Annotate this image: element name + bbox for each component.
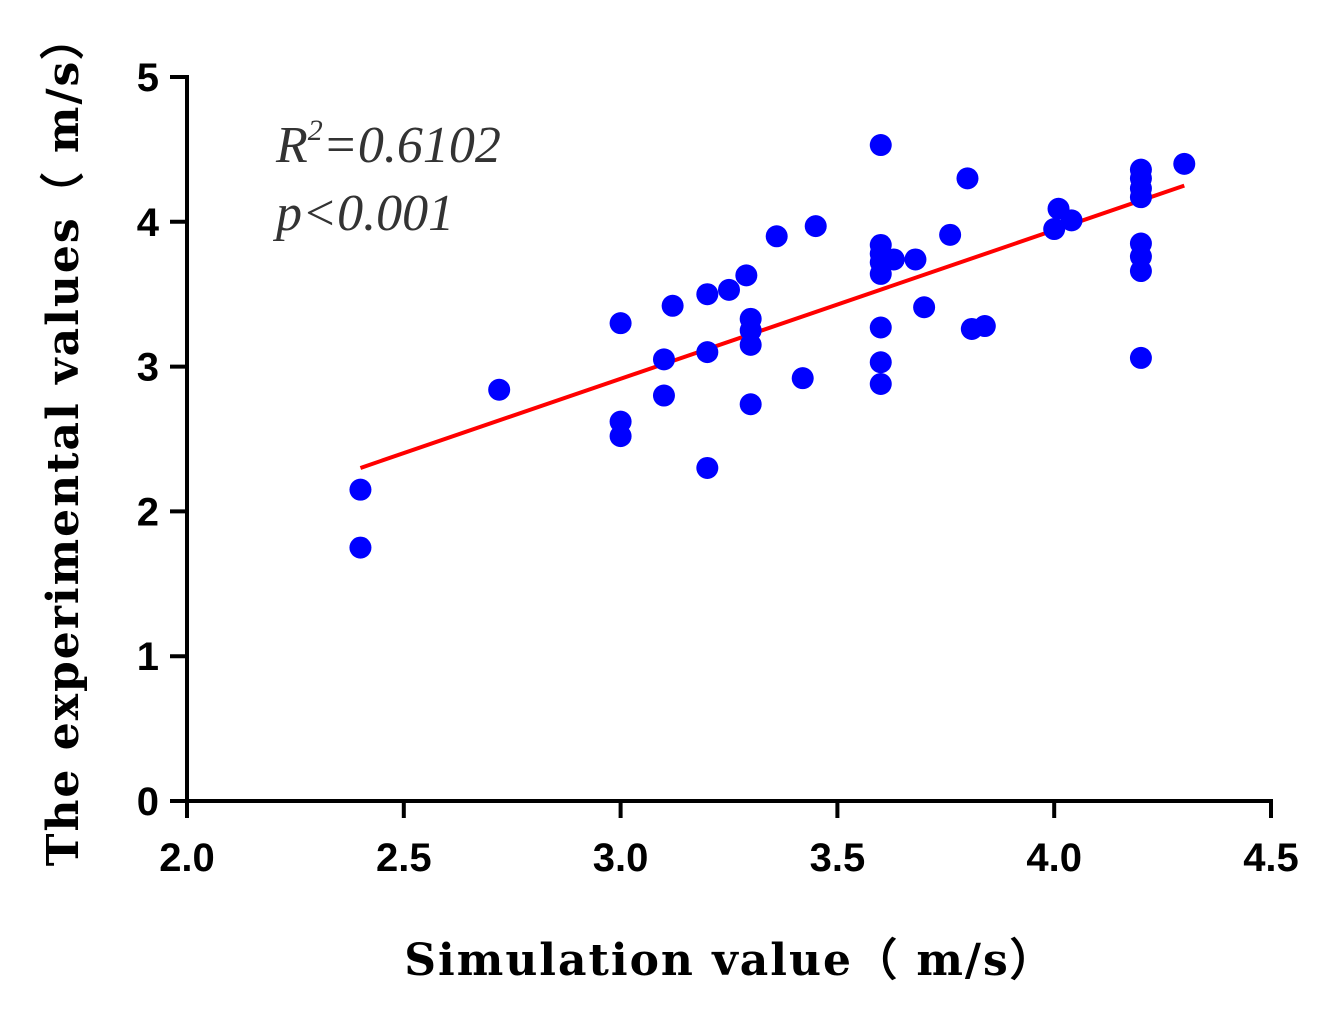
x-tick-label: 3.5 bbox=[810, 836, 866, 880]
data-point bbox=[661, 294, 684, 317]
data-point bbox=[765, 225, 788, 248]
x-tick-label: 4.0 bbox=[1026, 836, 1082, 880]
data-point bbox=[913, 296, 936, 319]
data-point bbox=[739, 393, 762, 416]
x-tick-label: 2.5 bbox=[376, 836, 432, 880]
x-tick-label: 2.0 bbox=[159, 836, 215, 880]
data-point bbox=[904, 248, 927, 271]
x-tick-label: 4.5 bbox=[1243, 836, 1299, 880]
y-tick-label: 4 bbox=[137, 201, 160, 245]
data-point bbox=[696, 341, 719, 364]
data-point bbox=[1173, 152, 1196, 175]
y-tick-label: 3 bbox=[137, 346, 159, 390]
data-point bbox=[696, 283, 719, 306]
data-point bbox=[696, 456, 719, 479]
data-point bbox=[973, 315, 996, 338]
data-point bbox=[869, 262, 892, 285]
data-point bbox=[735, 264, 758, 287]
plot-area bbox=[349, 134, 1196, 559]
y-axis-title: The experimental values（ m/s） bbox=[38, 14, 89, 867]
data-point bbox=[804, 215, 827, 238]
data-point bbox=[869, 134, 892, 157]
data-point bbox=[1043, 218, 1066, 241]
r-symbol: R bbox=[275, 117, 308, 174]
x-tick-label: 3.0 bbox=[593, 836, 649, 880]
data-point bbox=[869, 351, 892, 374]
data-point bbox=[349, 478, 372, 501]
x-axis-title: Simulation value（ m/s） bbox=[404, 935, 1055, 986]
data-point bbox=[652, 348, 675, 371]
y-tick-label: 0 bbox=[137, 780, 159, 824]
data-point bbox=[1129, 260, 1152, 283]
data-point bbox=[609, 312, 632, 335]
data-point bbox=[652, 384, 675, 407]
data-point bbox=[956, 167, 979, 190]
r-exponent: 2 bbox=[308, 114, 323, 147]
data-point bbox=[349, 536, 372, 559]
data-point bbox=[882, 248, 905, 271]
r-squared-annotation: R2=0.6102 bbox=[275, 114, 501, 174]
y-tick-label: 1 bbox=[137, 635, 159, 679]
data-point bbox=[869, 316, 892, 339]
r-squared-value: =0.6102 bbox=[323, 117, 501, 174]
data-point bbox=[488, 378, 511, 401]
data-point bbox=[1129, 346, 1152, 369]
data-point bbox=[739, 333, 762, 356]
data-point bbox=[718, 278, 740, 301]
data-point bbox=[791, 367, 814, 390]
data-point bbox=[1129, 186, 1152, 209]
axes: 0 1 2 3 4 5 2.0 2.5 3.0 3.5 4.0 4.5 bbox=[137, 56, 1299, 880]
data-point bbox=[939, 223, 962, 246]
data-point bbox=[869, 372, 892, 395]
data-point bbox=[609, 425, 632, 448]
p-value-annotation: p<0.001 bbox=[272, 185, 454, 242]
y-tick-label: 2 bbox=[137, 490, 159, 534]
y-tick-label: 5 bbox=[137, 56, 159, 100]
data-point bbox=[1060, 209, 1083, 232]
